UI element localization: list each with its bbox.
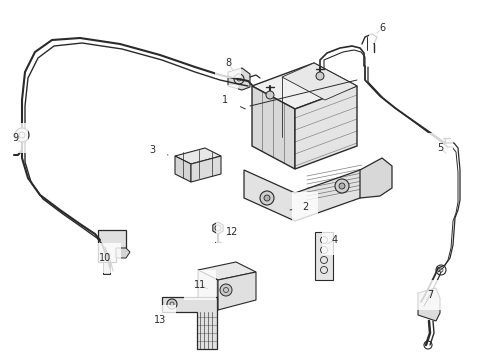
Polygon shape — [315, 232, 333, 280]
Text: 6: 6 — [377, 23, 385, 33]
Text: 5: 5 — [437, 143, 446, 153]
Polygon shape — [295, 86, 357, 169]
Circle shape — [220, 284, 232, 296]
Polygon shape — [213, 222, 223, 234]
Text: 9: 9 — [12, 133, 19, 143]
Polygon shape — [191, 156, 221, 182]
Text: 3: 3 — [149, 145, 168, 155]
Polygon shape — [103, 262, 110, 274]
Text: 11: 11 — [194, 280, 208, 290]
Polygon shape — [116, 248, 130, 258]
Circle shape — [15, 128, 29, 142]
Circle shape — [266, 91, 274, 99]
Text: 2: 2 — [290, 202, 308, 212]
Polygon shape — [198, 262, 256, 280]
Text: 12: 12 — [226, 227, 238, 237]
Polygon shape — [360, 158, 392, 198]
Text: 1: 1 — [222, 95, 245, 109]
Text: 10: 10 — [99, 253, 111, 263]
Text: 8: 8 — [225, 58, 233, 71]
Polygon shape — [418, 288, 440, 321]
Text: 7: 7 — [427, 290, 433, 300]
Polygon shape — [252, 86, 295, 169]
Circle shape — [260, 191, 274, 205]
Circle shape — [167, 299, 177, 309]
Circle shape — [335, 179, 349, 193]
Polygon shape — [98, 230, 126, 262]
Polygon shape — [228, 68, 250, 90]
Circle shape — [339, 183, 345, 189]
Polygon shape — [244, 170, 372, 221]
Polygon shape — [252, 63, 357, 109]
Polygon shape — [175, 148, 221, 164]
Polygon shape — [162, 297, 217, 349]
Circle shape — [316, 72, 324, 80]
Polygon shape — [218, 272, 256, 310]
Polygon shape — [198, 270, 218, 310]
Text: 4: 4 — [327, 235, 338, 245]
Polygon shape — [175, 156, 191, 182]
Circle shape — [264, 195, 270, 201]
Text: 13: 13 — [154, 315, 166, 325]
Polygon shape — [282, 63, 357, 100]
